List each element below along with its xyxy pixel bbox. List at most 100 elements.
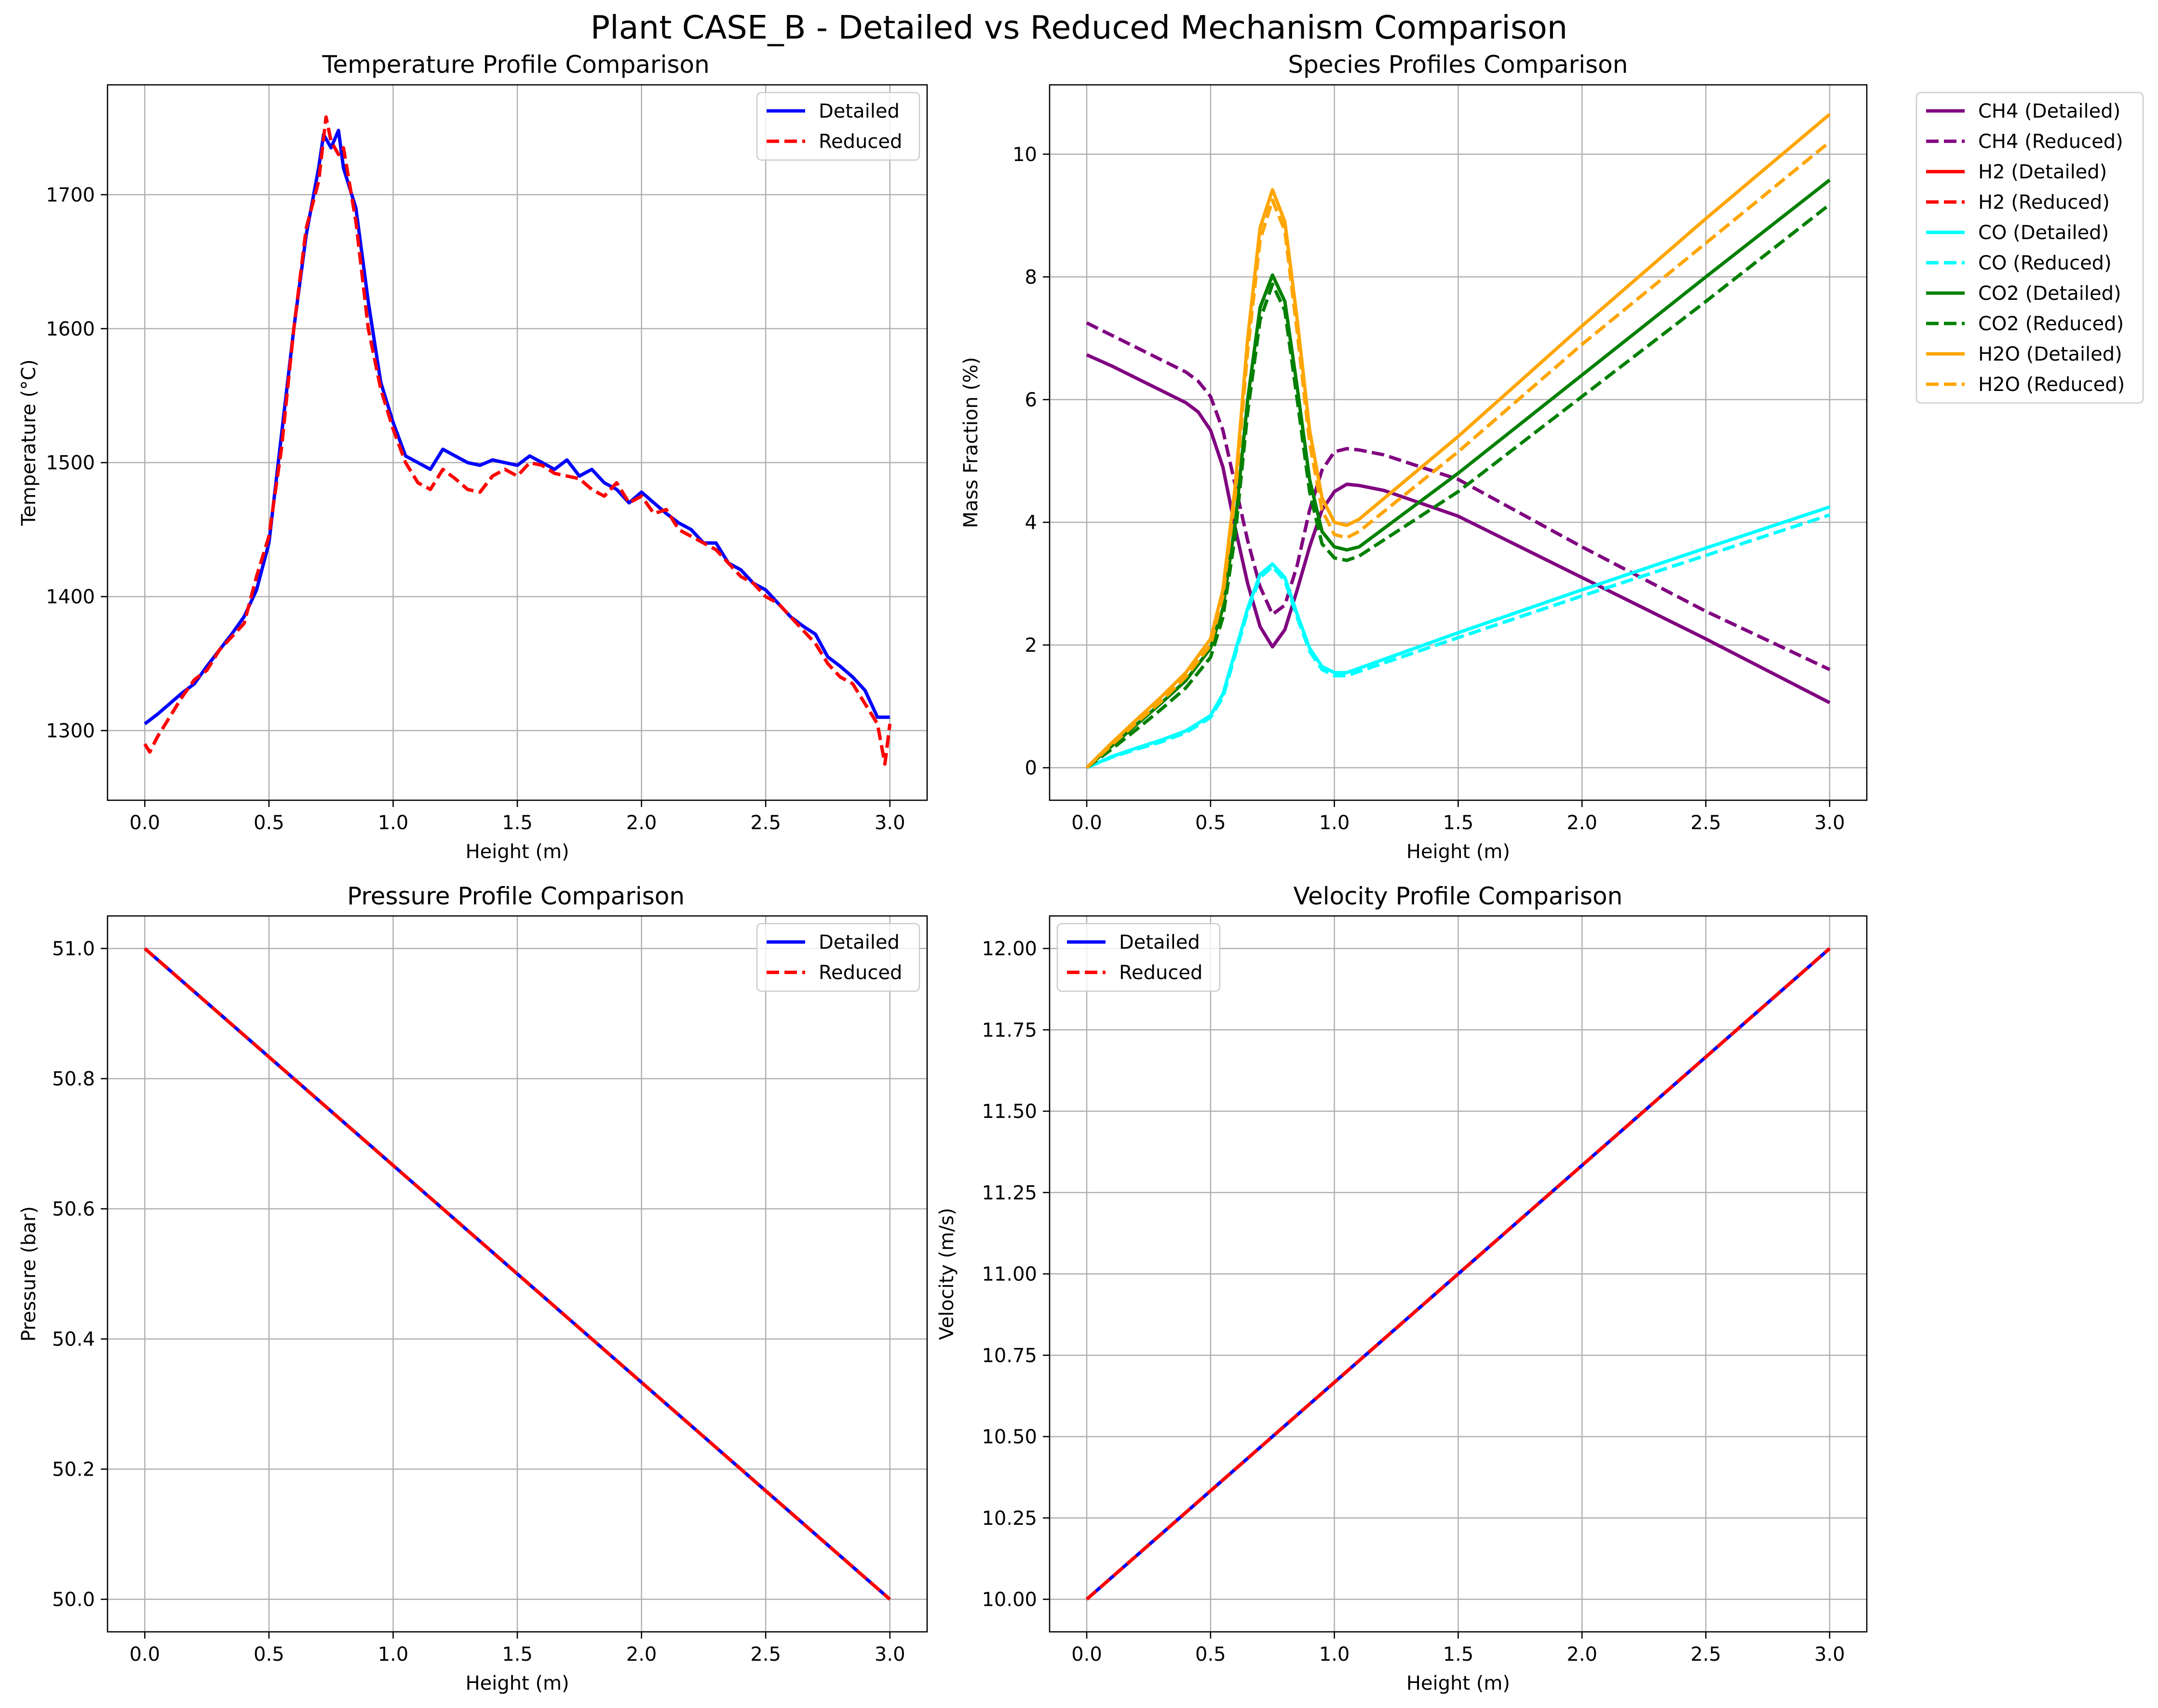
legend-label-1: Reduced (819, 962, 902, 984)
legend: Detailed Reduced (756, 92, 920, 161)
y-axis-label: Temperature (°C) (18, 359, 40, 526)
x-tick-label-2: 1.0 (1319, 1643, 1350, 1666)
series-line-8 (1085, 113, 1831, 769)
velocity-chart: 0.0 0.5 1.0 1.5 2.0 2.5 3.0 10.00 10.25 10.50 10.7… (936, 915, 1868, 1695)
legend-label-0: CH4 (Detailed) (1978, 100, 2120, 122)
x-tick-label-6: 3.0 (875, 812, 905, 834)
figure-title: Plant CASE_B - Detailed vs Reduced Mecha… (590, 9, 1568, 46)
y-tick-label-2: 50.4 (52, 1329, 95, 1351)
legend: Detailed Reduced (1056, 923, 1221, 992)
x-axis-label: Height (m) (1406, 1672, 1510, 1695)
x-tick-label-5: 2.5 (750, 812, 781, 834)
pressure-chart: 0.0 0.5 1.0 1.5 2.0 2.5 3.0 50.0 50.2 50.4 50.6 50.… (18, 915, 928, 1695)
x-tick-label-1: 0.5 (254, 1643, 284, 1666)
series-line-1 (143, 115, 892, 766)
legend-label-3: H2 (Reduced) (1978, 191, 2110, 214)
x-tick-label-6: 3.0 (875, 1643, 905, 1666)
y-tick-label-3: 1600 (46, 318, 95, 340)
legend: CH4 (Detailed) CH4 (Reduced) H2 (Detailed)… (1915, 92, 2144, 404)
series-line-1 (143, 947, 891, 1601)
temperature-chart: 0.0 0.5 1.0 1.5 2.0 2.5 3.0 1300 1400 1500 1600 170… (18, 84, 928, 863)
y-axis-label: Mass Fraction (%) (960, 357, 982, 528)
legend: Detailed Reduced (756, 923, 920, 992)
legend-label-0: Detailed (819, 931, 900, 954)
x-tick-label-1: 0.5 (1195, 1643, 1226, 1666)
y-tick-label-2: 10.50 (982, 1426, 1037, 1448)
x-tick-label-0: 0.0 (129, 1643, 160, 1666)
series-group (143, 115, 892, 766)
x-tick-label-3: 1.5 (1443, 1643, 1474, 1666)
x-tick-label-6: 3.0 (1814, 812, 1845, 834)
y-tick-label-1: 2 (1025, 634, 1037, 657)
legend-frame (1915, 92, 2144, 404)
y-tick-label-0: 0 (1025, 757, 1037, 780)
y-tick-label-6: 11.50 (982, 1101, 1037, 1123)
y-tick-label-3: 6 (1025, 389, 1037, 411)
x-axis-label: Height (m) (465, 841, 569, 863)
x-tick-label-0: 0.0 (1071, 812, 1102, 834)
y-tick-label-2: 1500 (46, 452, 95, 474)
y-tick-label-7: 11.75 (982, 1019, 1037, 1041)
y-tick-label-4: 8 (1025, 266, 1037, 288)
legend-label-0: Detailed (1119, 931, 1200, 954)
x-tick-label-2: 1.0 (1319, 812, 1350, 834)
y-tick-label-8: 12.00 (982, 938, 1037, 960)
x-tick-label-1: 0.5 (1195, 812, 1226, 834)
y-tick-label-3: 10.75 (982, 1345, 1037, 1367)
panel-title-temperature: Temperature Profile Comparison (322, 51, 710, 79)
y-tick-label-3: 50.6 (52, 1198, 95, 1221)
x-tick-label-4: 2.0 (626, 812, 657, 834)
series-line-7 (1085, 203, 1831, 769)
y-tick-label-4: 11.00 (982, 1264, 1037, 1286)
x-tick-label-4: 2.0 (626, 1643, 657, 1666)
y-axis-label: Pressure (bar) (18, 1206, 40, 1342)
y-tick-label-1: 10.25 (982, 1507, 1037, 1530)
series-group (1085, 113, 1831, 769)
x-tick-label-3: 1.5 (502, 812, 533, 834)
x-tick-label-0: 0.0 (129, 812, 160, 834)
legend-label-0: Detailed (819, 100, 900, 122)
legend-label-6: CO2 (Detailed) (1978, 282, 2121, 305)
y-tick-label-2: 4 (1025, 511, 1037, 534)
legend-label-1: Reduced (1119, 962, 1202, 984)
x-tick-label-5: 2.5 (1690, 1643, 1721, 1666)
y-tick-label-1: 1400 (46, 586, 95, 608)
x-tick-label-4: 2.0 (1567, 1643, 1598, 1666)
series-group (1085, 947, 1831, 1601)
series-line-6 (1085, 178, 1831, 769)
x-tick-label-3: 1.5 (1443, 812, 1474, 834)
legend-label-2: H2 (Detailed) (1978, 161, 2107, 183)
legend-label-5: CO (Reduced) (1978, 252, 2112, 274)
series-line-1 (1085, 947, 1831, 1601)
series-line-5 (1086, 513, 1831, 769)
y-tick-label-1: 50.2 (52, 1459, 95, 1481)
y-tick-label-5: 10 (1012, 144, 1037, 166)
x-tick-label-4: 2.0 (1567, 812, 1598, 834)
legend-label-1: CH4 (Reduced) (1978, 131, 2123, 153)
panel-title-velocity: Velocity Profile Comparison (1293, 882, 1623, 910)
y-tick-label-4: 1700 (46, 184, 95, 206)
x-tick-label-6: 3.0 (1814, 1643, 1845, 1666)
legend-label-7: CO2 (Reduced) (1978, 313, 2124, 335)
x-tick-label-2: 1.0 (378, 812, 409, 834)
legend-label-1: Reduced (819, 131, 902, 153)
x-axis-label: Height (m) (465, 1672, 569, 1695)
x-tick-label-2: 1.0 (378, 1643, 409, 1666)
series-group (143, 947, 891, 1601)
series-line-1 (1086, 321, 1831, 672)
x-tick-label-5: 2.5 (1690, 812, 1721, 834)
series-line-0 (1086, 353, 1831, 704)
y-tick-label-0: 10.00 (982, 1589, 1037, 1611)
series-line-4 (1086, 505, 1831, 769)
y-tick-label-0: 1300 (46, 720, 95, 742)
y-axis-label: Velocity (m/s) (936, 1208, 958, 1340)
y-tick-label-5: 51.0 (52, 938, 95, 960)
legend-label-4: CO (Detailed) (1978, 222, 2109, 244)
y-tick-label-0: 50.0 (52, 1589, 95, 1611)
x-tick-label-5: 2.5 (750, 1643, 781, 1666)
y-tick-label-5: 11.25 (982, 1182, 1037, 1204)
x-tick-label-0: 0.0 (1071, 1643, 1102, 1666)
panel-title-pressure: Pressure Profile Comparison (347, 882, 685, 910)
y-tick-label-4: 50.8 (52, 1068, 95, 1090)
